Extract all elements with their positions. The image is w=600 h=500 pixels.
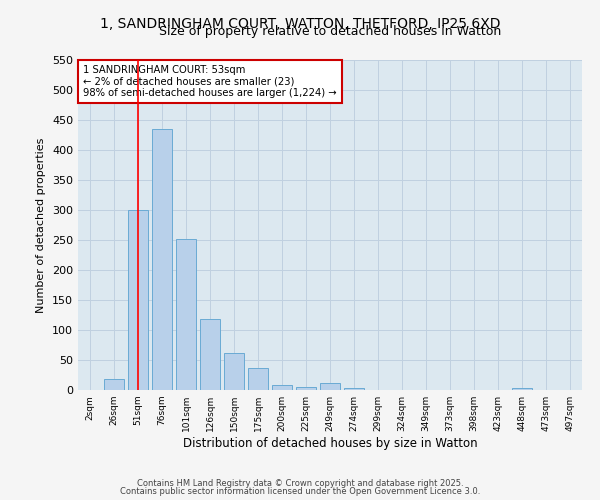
Title: Size of property relative to detached houses in Watton: Size of property relative to detached ho… <box>159 25 501 38</box>
Text: Contains HM Land Registry data © Crown copyright and database right 2025.: Contains HM Land Registry data © Crown c… <box>137 478 463 488</box>
Y-axis label: Number of detached properties: Number of detached properties <box>37 138 46 312</box>
Bar <box>176 239 196 390</box>
X-axis label: Distribution of detached houses by size in Watton: Distribution of detached houses by size … <box>182 437 478 450</box>
Bar <box>320 384 340 390</box>
Bar <box>512 388 532 390</box>
Bar <box>104 379 124 390</box>
Text: 1 SANDRINGHAM COURT: 53sqm
← 2% of detached houses are smaller (23)
98% of semi-: 1 SANDRINGHAM COURT: 53sqm ← 2% of detac… <box>83 65 337 98</box>
Bar <box>152 129 172 390</box>
Bar <box>200 319 220 390</box>
Text: 1, SANDRINGHAM COURT, WATTON, THETFORD, IP25 6XD: 1, SANDRINGHAM COURT, WATTON, THETFORD, … <box>100 18 500 32</box>
Bar <box>248 368 268 390</box>
Bar <box>344 388 364 390</box>
Bar <box>296 387 316 390</box>
Bar <box>224 353 244 390</box>
Bar <box>272 385 292 390</box>
Text: Contains public sector information licensed under the Open Government Licence 3.: Contains public sector information licen… <box>120 487 480 496</box>
Bar <box>128 210 148 390</box>
